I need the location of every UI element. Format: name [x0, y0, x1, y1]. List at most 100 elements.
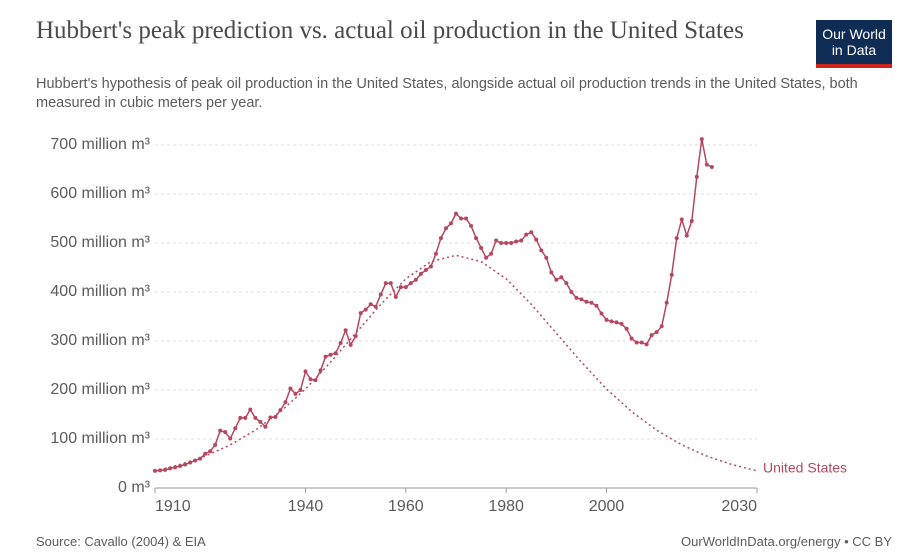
point	[378, 292, 383, 297]
y-tick-label: 500 million m³	[50, 234, 150, 251]
point	[388, 281, 393, 286]
logo-line: Our World	[822, 26, 886, 42]
point	[273, 414, 278, 419]
point	[639, 340, 644, 345]
logo[interactable]: Our World in Data	[816, 20, 892, 68]
point	[634, 340, 639, 345]
point	[318, 368, 323, 373]
point	[403, 285, 408, 290]
point	[674, 236, 679, 241]
point	[619, 321, 624, 326]
point	[343, 328, 348, 333]
point	[208, 449, 213, 454]
source: Source: Cavallo (2004) & EIA	[36, 534, 206, 549]
point	[258, 419, 263, 424]
point	[173, 465, 178, 470]
logo-bar	[816, 64, 892, 68]
point	[298, 388, 303, 392]
point	[423, 267, 428, 272]
point	[433, 251, 438, 256]
point	[479, 245, 484, 250]
x-tick-label: 2030	[721, 498, 757, 515]
chart: 0 m³ 100 million m³ 200 million m³ 300 mill…	[50, 136, 847, 515]
point	[574, 295, 579, 300]
point	[393, 294, 398, 299]
point	[504, 241, 509, 245]
point	[579, 297, 584, 302]
point	[494, 238, 499, 243]
point	[293, 391, 298, 396]
point	[438, 236, 443, 241]
x-tick-label: 1980	[488, 498, 524, 515]
point	[443, 226, 448, 231]
logo-line: in Data	[831, 42, 877, 58]
x-tick-label: 2000	[589, 498, 625, 515]
point	[223, 430, 228, 435]
point	[428, 264, 433, 269]
point	[238, 415, 243, 420]
point	[654, 330, 659, 335]
point	[594, 303, 599, 308]
point	[358, 311, 363, 316]
point	[679, 217, 684, 222]
point	[283, 400, 288, 405]
chart-subtitle: Hubbert's hypothesis of peak oil product…	[36, 76, 858, 111]
point	[263, 424, 268, 429]
point	[228, 436, 233, 441]
point	[499, 241, 504, 245]
point	[363, 307, 368, 312]
point	[218, 428, 223, 433]
point	[664, 300, 669, 305]
point	[313, 378, 318, 383]
x-tick-label: 1960	[388, 498, 424, 515]
point	[248, 407, 253, 412]
series-line	[154, 138, 713, 472]
point	[614, 320, 619, 325]
point	[694, 174, 699, 179]
license[interactable]: OurWorldInData.org/energy • CC BY	[681, 534, 892, 549]
point	[649, 333, 654, 338]
point	[163, 467, 168, 472]
point	[253, 415, 258, 420]
point	[338, 340, 343, 345]
point	[689, 218, 694, 223]
point	[684, 233, 689, 238]
point	[539, 248, 544, 253]
y-tick-label: 100 million m³	[50, 430, 150, 447]
point	[549, 270, 554, 275]
point	[288, 386, 293, 391]
point	[529, 230, 534, 235]
point	[484, 255, 489, 260]
y-tick-label: 200 million m³	[50, 381, 150, 398]
point	[448, 221, 453, 226]
point	[519, 238, 524, 243]
point	[709, 165, 714, 170]
point	[514, 239, 519, 244]
point	[233, 426, 238, 431]
point	[418, 271, 423, 276]
y-tick-label: 400 million m³	[50, 283, 150, 300]
point	[559, 275, 564, 280]
point	[408, 281, 413, 286]
point	[348, 342, 353, 347]
point	[659, 324, 664, 329]
point	[624, 326, 629, 331]
point	[669, 272, 674, 277]
point	[213, 442, 218, 447]
point	[564, 281, 569, 286]
point	[534, 237, 539, 242]
point	[704, 162, 709, 167]
point	[454, 211, 458, 216]
point	[544, 255, 549, 260]
chart-title: Hubbert's peak prediction vs. actual oil…	[36, 17, 744, 44]
point	[413, 277, 418, 282]
point	[308, 377, 313, 382]
point	[203, 451, 208, 456]
point	[474, 236, 479, 241]
y-tick-label: 0 m³	[118, 479, 151, 496]
point	[599, 311, 604, 316]
point	[368, 302, 373, 307]
point	[509, 241, 514, 245]
point	[524, 232, 529, 237]
